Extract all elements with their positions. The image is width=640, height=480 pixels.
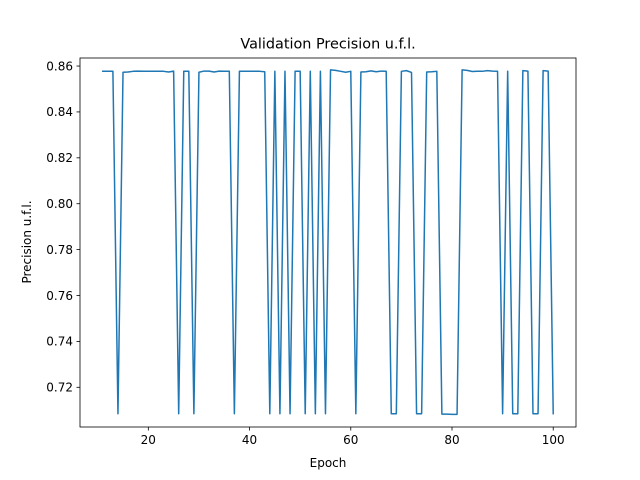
series-line-0 — [102, 69, 554, 416]
y-tick-label: 0.82 — [46, 151, 73, 165]
chart-title: Validation Precision u.f.l. — [240, 37, 415, 53]
x-tick-label: 80 — [444, 433, 459, 447]
y-tick-label: 0.78 — [46, 243, 73, 257]
x-axis-label: Epoch — [310, 456, 347, 470]
y-tick-label: 0.72 — [46, 381, 73, 395]
y-axis-label: Precision u.f.l. — [20, 200, 34, 283]
plot-area — [102, 69, 554, 416]
y-tick-label: 0.76 — [46, 289, 73, 303]
axes: 20 40 60 80 100 0.72 0.74 0.76 0.78 0.80 0.82 0.84 0… — [46, 57, 577, 447]
y-tick-label: 0.74 — [46, 335, 73, 349]
x-tick-label: 60 — [343, 433, 358, 447]
x-tick-label: 20 — [141, 433, 156, 447]
x-tick-label: 40 — [242, 433, 257, 447]
y-tick-label: 0.84 — [46, 105, 73, 119]
axes-frame — [79, 57, 577, 428]
y-tick-label: 0.86 — [46, 59, 73, 73]
y-tick-label: 0.80 — [46, 197, 73, 211]
x-tick-label: 100 — [542, 433, 565, 447]
